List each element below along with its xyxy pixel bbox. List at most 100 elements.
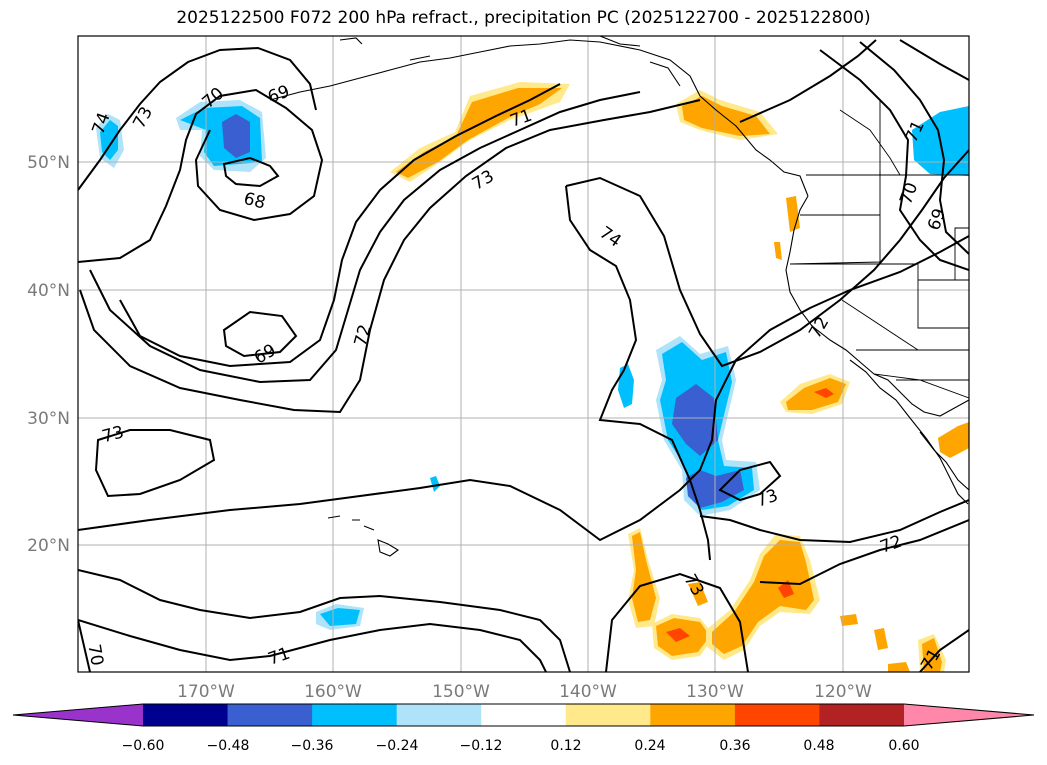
precip-positive-area xyxy=(786,196,800,232)
longitude-labels: 170°W 160°W 150°W 140°W 130°W 120°W xyxy=(177,682,872,702)
colorbar-segment xyxy=(650,704,736,726)
contour-line xyxy=(919,629,969,672)
colorbar-segment xyxy=(312,704,398,726)
contour-label: 71 xyxy=(266,644,293,670)
contour-label: 73 xyxy=(129,103,157,131)
map-frame xyxy=(77,35,970,673)
contour-line xyxy=(78,88,324,263)
colorbar-tick-label: 0.48 xyxy=(803,738,834,754)
baja-coast xyxy=(849,359,969,505)
colorbar-tick-label: −0.36 xyxy=(291,738,334,754)
canada-provinces xyxy=(839,100,901,176)
contour-line xyxy=(739,39,877,123)
colorbar-tick-label: 0.60 xyxy=(888,738,919,754)
lon-label-120w: 120°W xyxy=(814,682,872,702)
latitude-labels: 50°N 40°N 30°N 20°N xyxy=(27,153,70,556)
lon-label-150w: 150°W xyxy=(432,682,490,702)
mexico-border xyxy=(873,373,969,399)
colorbar-extend-low xyxy=(13,704,143,726)
map-content: 74 73 70 69 68 71 73 74 69 72 73 71 70 6… xyxy=(78,36,969,672)
contour-line xyxy=(899,39,969,81)
lon-label-160w: 160°W xyxy=(304,682,362,702)
colorbar-segment xyxy=(143,704,229,726)
contour-line xyxy=(699,499,969,544)
lat-label-40n: 40°N xyxy=(27,281,70,301)
contour-line xyxy=(718,460,782,502)
colorbar-segment xyxy=(227,704,313,726)
lon-label-140w: 140°W xyxy=(559,682,617,702)
precip-positive-area xyxy=(712,540,814,654)
contour-line xyxy=(222,156,280,188)
lat-label-50n: 50°N xyxy=(27,153,70,173)
contour-label: 74 xyxy=(595,223,624,252)
contour-line xyxy=(759,519,969,586)
precip-negative-area xyxy=(320,608,360,626)
colorbar-tick-label: −0.12 xyxy=(460,738,503,754)
lon-label-170w: 170°W xyxy=(177,682,235,702)
precip-positive-area xyxy=(774,242,782,260)
colorbar-segment xyxy=(565,704,651,726)
contour-line xyxy=(222,310,298,358)
contour-line xyxy=(78,235,969,542)
contour-label: 73 xyxy=(100,422,126,447)
contour-line xyxy=(78,46,317,191)
precip-positive-area xyxy=(666,628,690,642)
contour-line xyxy=(78,619,91,672)
colorbar-segment xyxy=(481,704,567,726)
contours xyxy=(78,39,969,672)
contour-line xyxy=(819,49,969,271)
precip-positive-area xyxy=(814,388,834,398)
contour-label: 68 xyxy=(241,189,267,214)
colorbar: −0.60 −0.48 −0.36 −0.24 −0.12 0.12 0.24 … xyxy=(12,703,1035,754)
precip-negative-area xyxy=(100,120,118,160)
contour-line xyxy=(94,429,216,498)
colorbar-extend-high xyxy=(904,704,1034,726)
contour-label: 69 xyxy=(265,82,292,108)
colorbar-tick-label: −0.24 xyxy=(376,738,419,754)
precip-negative-area xyxy=(222,114,250,158)
us-state-borders xyxy=(789,172,969,381)
contour-line xyxy=(78,619,547,672)
contour-line xyxy=(565,185,711,561)
precip-negative-area xyxy=(430,476,440,492)
contour-label: 72 xyxy=(805,313,833,342)
coastlines xyxy=(269,36,969,557)
map-title: 2025122500 F072 200 hPa refract., precip… xyxy=(176,8,871,28)
contour-line xyxy=(79,99,701,414)
precip-negative-area xyxy=(618,364,634,408)
colorbar-tick-label: 0.36 xyxy=(719,738,750,754)
lat-label-30n: 30°N xyxy=(27,409,70,429)
precipitation-fills xyxy=(96,82,969,672)
lat-label-20n: 20°N xyxy=(27,536,70,556)
lon-label-130w: 130°W xyxy=(686,682,744,702)
colorbar-segments xyxy=(13,704,1034,726)
contour-label: 70 xyxy=(896,180,922,207)
precip-positive-area xyxy=(786,378,846,410)
colorbar-tick-label: 0.12 xyxy=(550,738,581,754)
precip-positive-area xyxy=(688,582,708,606)
contour-line xyxy=(859,41,969,255)
precip-positive-area xyxy=(938,422,969,458)
precip-positive-area xyxy=(840,614,858,626)
precip-positive-area xyxy=(682,96,770,136)
precip-positive-area xyxy=(874,628,888,650)
precip-positive-area xyxy=(632,532,656,622)
precip-positive-area xyxy=(778,580,794,598)
us-west-coast xyxy=(785,195,875,375)
colorbar-segment xyxy=(734,704,820,726)
precip-negative-area xyxy=(672,384,718,456)
contour-line xyxy=(78,569,571,672)
gridlines xyxy=(78,36,969,672)
contour-line xyxy=(605,572,749,672)
colorbar-tick-label: 0.24 xyxy=(634,738,665,754)
precip-positive-area xyxy=(396,88,562,178)
colorbar-segment xyxy=(819,704,905,726)
colorbar-tick-label: −0.60 xyxy=(122,738,165,754)
precip-positive-area xyxy=(888,662,910,672)
colorbar-tick-label: −0.48 xyxy=(207,738,250,754)
alaska-coast xyxy=(269,39,809,197)
hawaii-islands xyxy=(327,515,399,557)
mexico-mainland-coast xyxy=(919,431,969,491)
alaska-islands xyxy=(339,36,681,87)
